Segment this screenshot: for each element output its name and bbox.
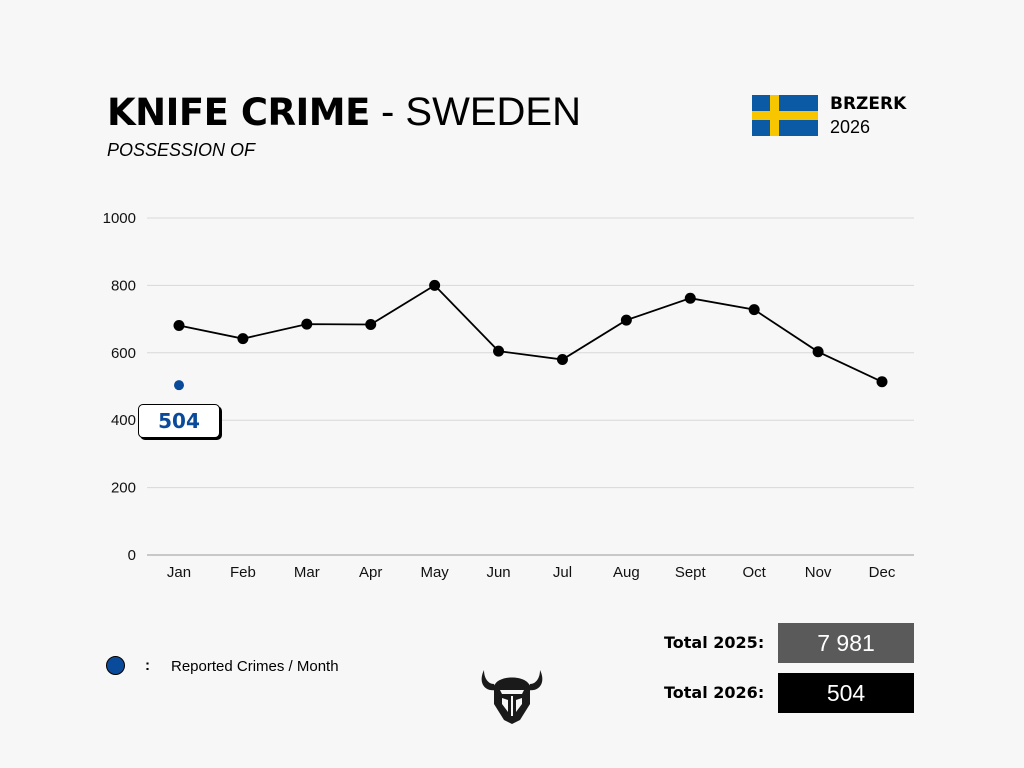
series-line bbox=[178, 284, 883, 383]
title-bold: KNIFE CRIME bbox=[107, 91, 370, 134]
data-point bbox=[301, 318, 313, 330]
data-point bbox=[812, 346, 824, 358]
x-tick-label: Dec bbox=[869, 564, 896, 581]
total-2026-value: 504 bbox=[778, 673, 914, 713]
title-rest: - SWEDEN bbox=[369, 90, 581, 134]
brand-name: BRZERK bbox=[830, 94, 907, 114]
x-tick-label: Aug bbox=[613, 564, 640, 581]
brand: BRZERK 2026 bbox=[830, 92, 906, 139]
x-tick-label: May bbox=[420, 564, 449, 581]
x-tick-label: Mar bbox=[294, 564, 320, 581]
brand-year: 2026 bbox=[830, 117, 871, 137]
data-point bbox=[429, 279, 441, 291]
y-tick-label: 600 bbox=[111, 345, 136, 362]
data-point bbox=[748, 304, 760, 316]
total-2025-label: Total 2025: bbox=[664, 633, 765, 652]
y-tick-label: 800 bbox=[111, 277, 136, 294]
y-tick-label: 200 bbox=[111, 480, 136, 497]
x-tick-label: Jun bbox=[486, 564, 510, 581]
x-tick-label: Jan bbox=[167, 564, 191, 581]
data-point bbox=[620, 314, 632, 326]
x-tick-label: Sept bbox=[675, 564, 707, 581]
y-tick-label: 1000 bbox=[103, 210, 136, 227]
x-tick-label: Nov bbox=[805, 564, 832, 581]
x-tick-label: Oct bbox=[743, 564, 767, 581]
data-point bbox=[237, 333, 249, 345]
legend-label: Reported Crimes / Month bbox=[171, 658, 339, 675]
data-point bbox=[365, 318, 377, 330]
sweden-flag-icon bbox=[752, 95, 818, 136]
total-2025-value: 7 981 bbox=[778, 623, 914, 663]
subtitle: POSSESSION OF bbox=[107, 140, 256, 160]
total-2026-label: Total 2026: bbox=[664, 683, 765, 702]
page-title: KNIFE CRIME - SWEDEN bbox=[107, 88, 581, 137]
legend-marker bbox=[106, 656, 125, 675]
data-point bbox=[174, 380, 184, 391]
x-tick-label: Apr bbox=[359, 564, 382, 581]
y-tick-label: 0 bbox=[128, 547, 136, 564]
x-tick-label: Jul bbox=[553, 564, 572, 581]
data-point bbox=[173, 320, 185, 332]
x-tick-label: Feb bbox=[230, 564, 256, 581]
value-callout: 504 bbox=[138, 404, 220, 438]
viking-helmet-logo-icon bbox=[481, 670, 543, 724]
y-tick-label: 400 bbox=[111, 412, 136, 429]
data-point bbox=[556, 354, 568, 366]
data-point bbox=[876, 376, 888, 388]
data-point bbox=[684, 292, 696, 304]
legend-colon: : bbox=[145, 657, 150, 674]
data-point bbox=[493, 345, 505, 357]
